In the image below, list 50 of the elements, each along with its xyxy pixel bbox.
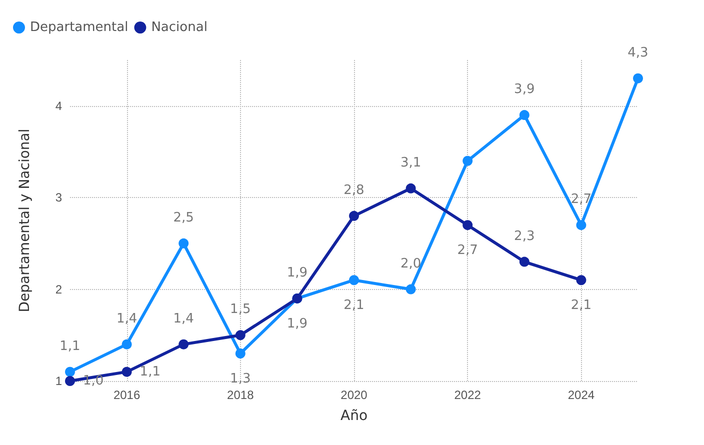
y-tick-label: 3	[55, 190, 62, 205]
y-axis-title: Departamental y Nacional	[17, 128, 33, 312]
data-label: 1,1	[140, 364, 160, 380]
data-label: 4,3	[628, 45, 648, 60]
x-tick-label: 2016	[113, 388, 140, 402]
point	[178, 339, 189, 350]
point	[122, 366, 132, 377]
data-label: 3,1	[400, 155, 422, 170]
y-tick-label: 2	[55, 282, 62, 296]
y-tick-label: 1	[55, 374, 62, 388]
point	[349, 210, 359, 221]
x-tick-label: 2020	[340, 388, 368, 402]
data-label: 1,1	[60, 338, 80, 354]
point	[65, 366, 75, 377]
point	[65, 376, 75, 386]
legend-label: Departamental	[30, 20, 128, 35]
x-axis-title: Año	[340, 408, 368, 424]
point	[349, 275, 359, 286]
point	[519, 256, 530, 267]
data-label: 2,5	[173, 210, 194, 226]
point	[406, 183, 416, 194]
data-label: 1,5	[230, 302, 251, 318]
data-label: 1,4	[173, 311, 194, 326]
data-label: 1,3	[230, 371, 251, 386]
point	[235, 348, 246, 358]
data-label: 2,1	[344, 298, 364, 314]
data-label: 2,3	[514, 228, 535, 244]
point	[235, 330, 246, 340]
legend-label: Nacional	[151, 20, 208, 35]
point	[462, 220, 473, 230]
x-tick-label: 2024	[568, 388, 595, 402]
data-label: 2,7	[457, 243, 478, 258]
x-tick-label: 2018	[227, 388, 254, 402]
point	[519, 110, 530, 120]
y-tick-label: 4	[55, 98, 62, 113]
data-label: 1,9	[286, 265, 308, 280]
data-label: 3,9	[514, 82, 535, 98]
point	[406, 284, 416, 294]
point	[178, 238, 189, 248]
data-label: 1,4	[116, 311, 138, 326]
x-tick-label: 2022	[454, 388, 482, 402]
point	[633, 73, 643, 84]
point	[122, 339, 132, 350]
data-label: 1,9	[286, 316, 308, 332]
point	[576, 220, 586, 230]
data-label: 2,0	[400, 256, 422, 272]
point	[462, 156, 473, 166]
data-label: 2,8	[344, 182, 364, 198]
data-label: 2,1	[570, 298, 592, 314]
point	[576, 275, 586, 286]
